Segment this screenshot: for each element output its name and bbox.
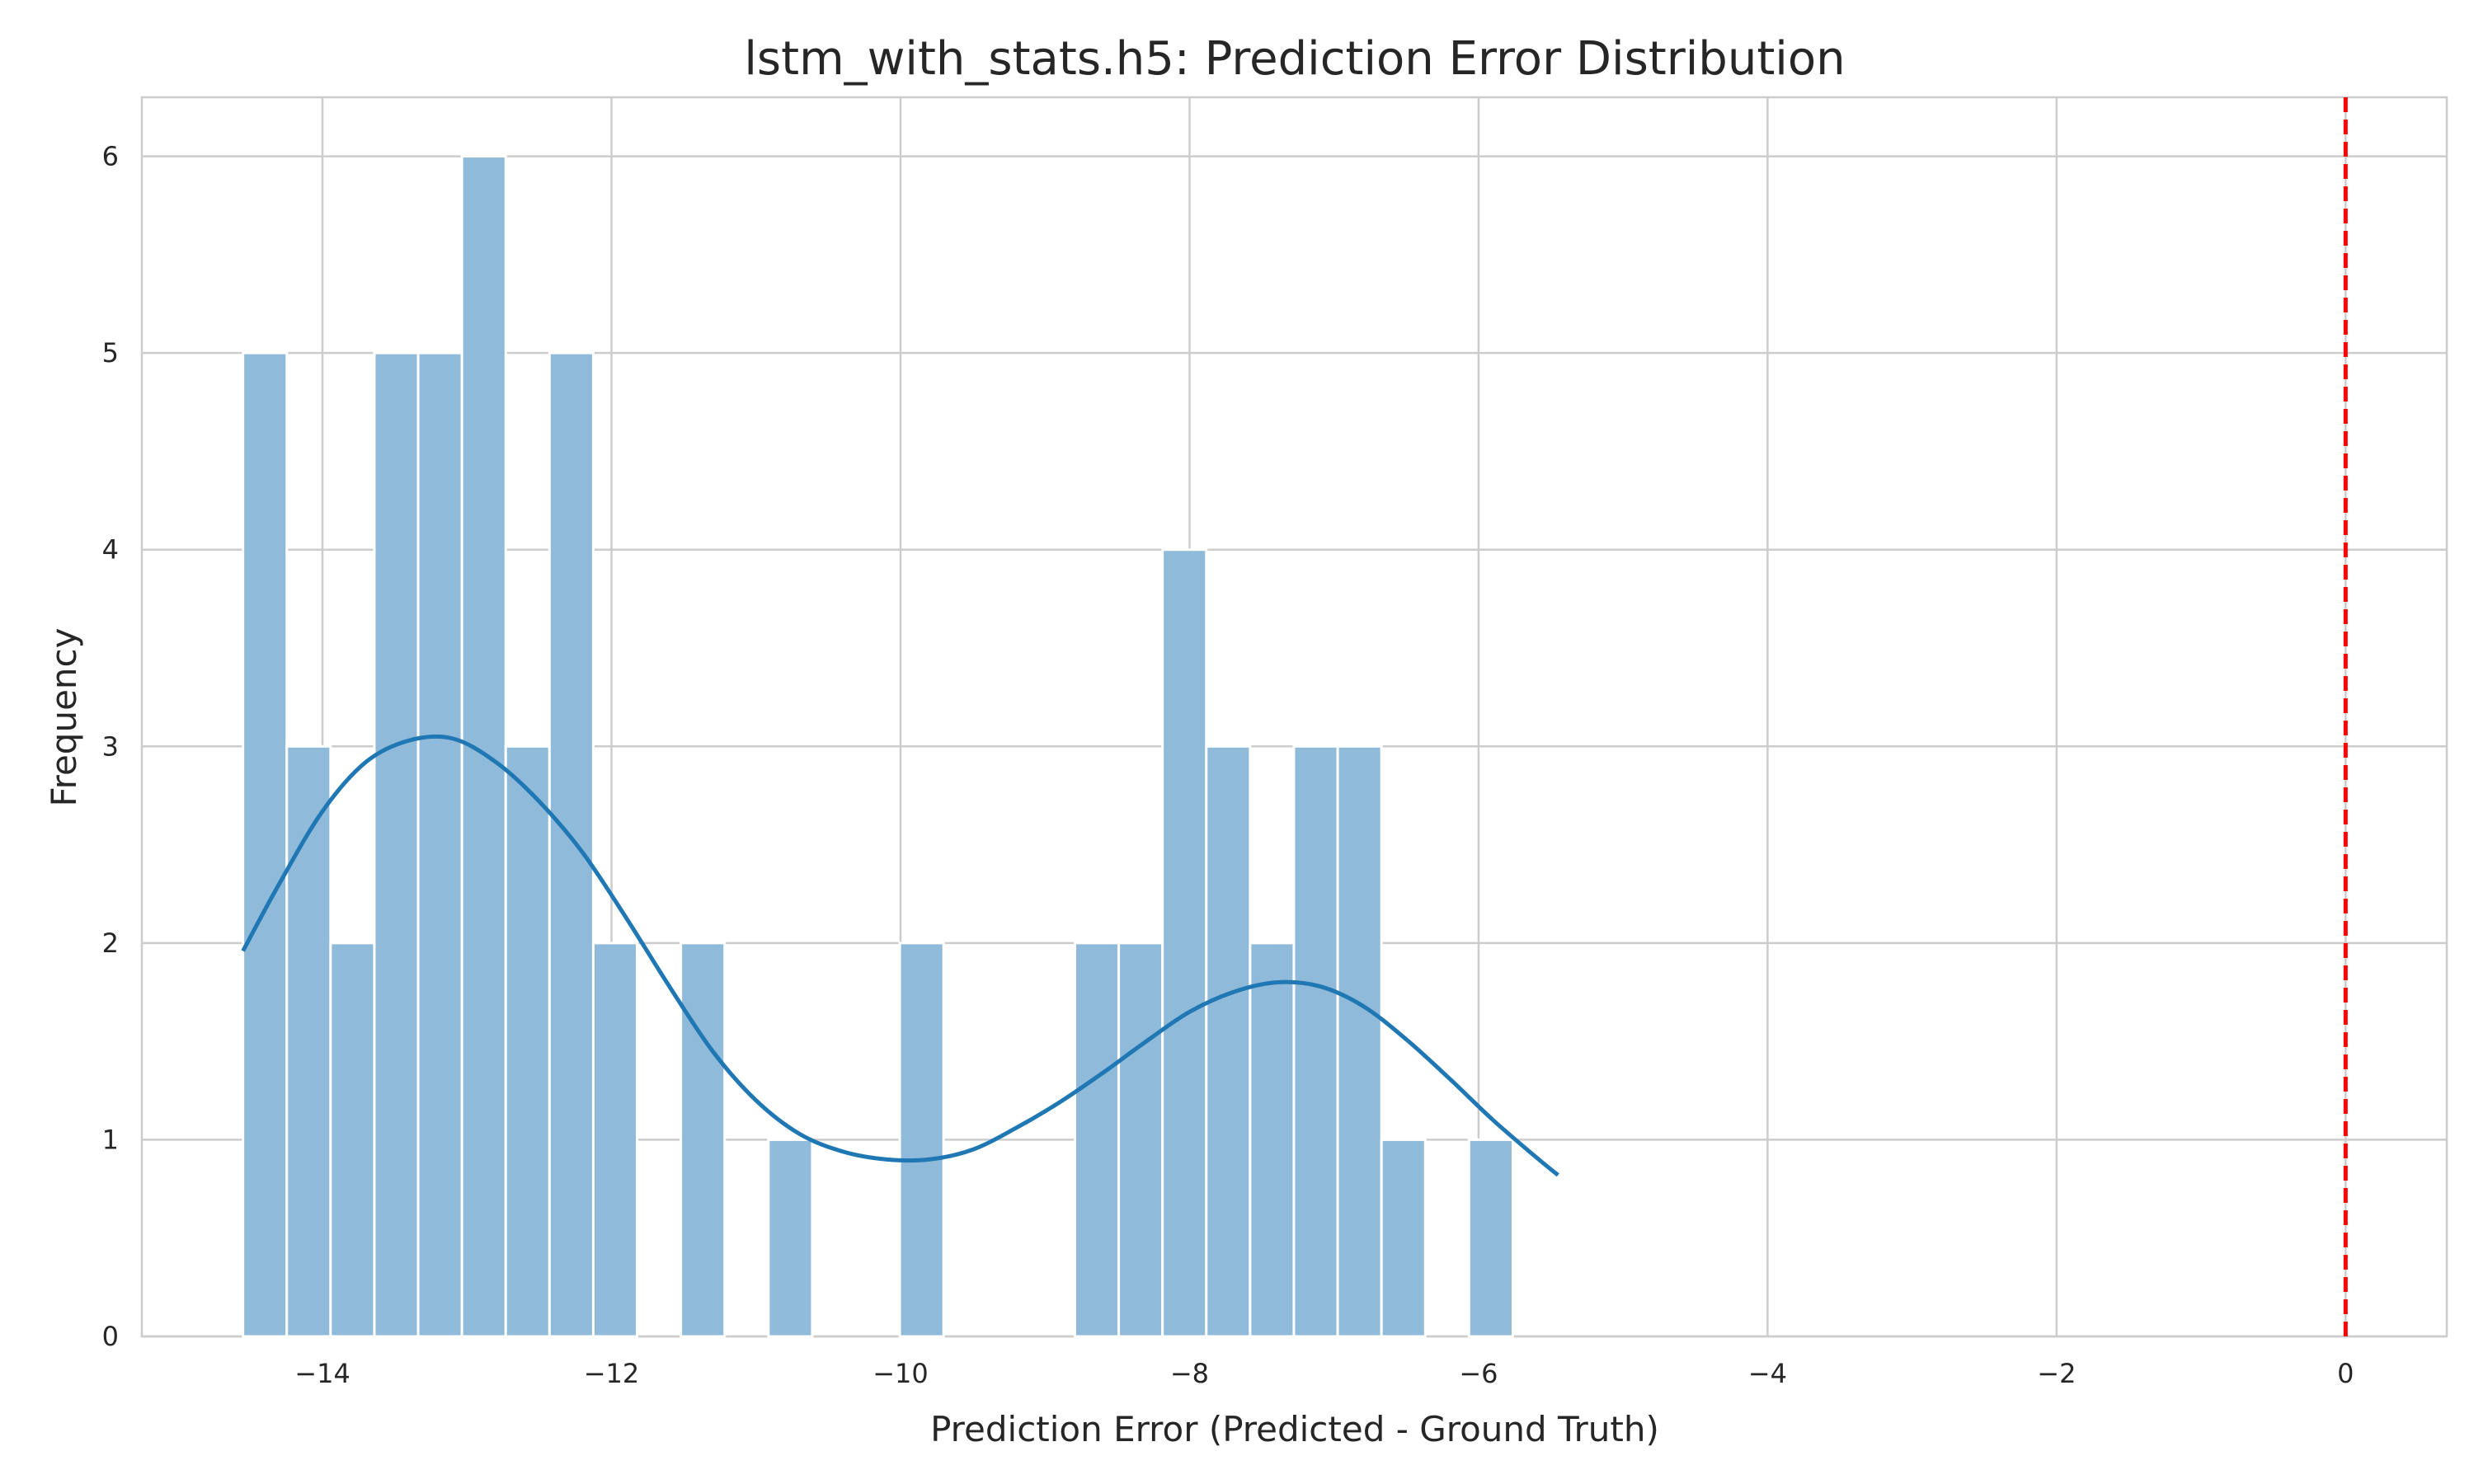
- y-tick-label: 6: [102, 141, 119, 172]
- x-tick-label: −12: [584, 1358, 640, 1389]
- x-tick-label: 0: [2337, 1358, 2354, 1389]
- x-tick-label: −2: [2037, 1358, 2076, 1389]
- histogram-bar: [373, 351, 420, 1338]
- x-tick-label: −6: [1459, 1358, 1498, 1389]
- y-tick-label: 2: [102, 928, 119, 959]
- y-tick-label: 4: [102, 534, 119, 566]
- y-tick-label: 0: [102, 1321, 119, 1352]
- histogram-bar: [767, 1138, 814, 1338]
- histogram-bar: [242, 351, 289, 1338]
- x-axis-label: Prediction Error (Predicted - Ground Tru…: [930, 1409, 1659, 1449]
- histogram-bar: [1292, 744, 1339, 1338]
- histogram-bar: [680, 942, 727, 1338]
- histogram-bar: [460, 155, 507, 1338]
- histogram-bars: [242, 155, 1514, 1338]
- chart-title: lstm_with_stats.h5: Prediction Error Dis…: [744, 32, 1845, 86]
- histogram-bar: [1205, 744, 1252, 1338]
- histogram-bar: [1117, 942, 1164, 1338]
- histogram-bar: [1467, 1138, 1514, 1338]
- histogram-bar: [329, 942, 376, 1338]
- kde-curve: [241, 734, 1559, 1177]
- histogram-bar: [1249, 942, 1296, 1338]
- y-tick-label: 5: [102, 337, 119, 369]
- y-axis-label: Frequency: [44, 628, 84, 807]
- x-tick-labels: −14 −12 −10 −8 −6 −4 −2 0: [294, 1358, 2354, 1389]
- histogram-bar: [1161, 548, 1208, 1338]
- histogram-bar: [548, 351, 595, 1338]
- x-tick-label: −10: [872, 1358, 929, 1389]
- y-tick-labels: 0 1 2 3 4 5 6: [102, 141, 119, 1352]
- histogram-bar: [504, 744, 551, 1338]
- y-tick-label: 3: [102, 730, 119, 762]
- y-tick-label: 1: [102, 1124, 119, 1155]
- histogram-bar: [1336, 744, 1383, 1338]
- histogram-bar: [416, 351, 463, 1338]
- histogram-bar: [1073, 942, 1121, 1338]
- x-tick-label: −4: [1748, 1358, 1787, 1389]
- x-tick-label: −8: [1170, 1358, 1209, 1389]
- histogram-bar: [285, 744, 332, 1338]
- histogram-bar: [1380, 1138, 1427, 1338]
- histogram-bar: [898, 942, 945, 1338]
- histogram-bar: [591, 942, 639, 1338]
- x-tick-label: −14: [294, 1358, 350, 1389]
